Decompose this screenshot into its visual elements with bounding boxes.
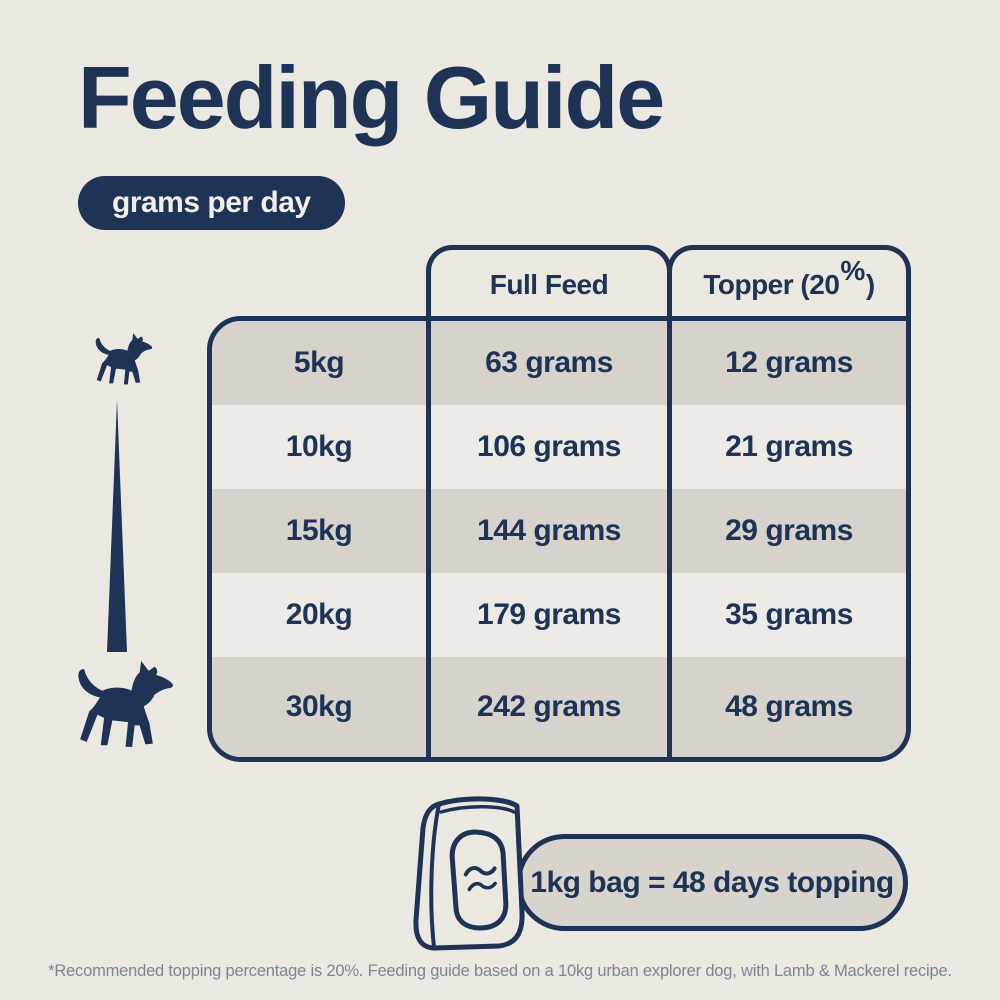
column-header-full-feed: Full Feed: [426, 245, 672, 321]
full-feed-cell: 179 grams: [426, 573, 672, 657]
topper-cell: 12 grams: [672, 321, 906, 405]
small-dog-icon: [95, 333, 153, 385]
bag-callout-label: 1kg bag = 48 days topping: [530, 865, 894, 899]
weight-cell: 10kg: [212, 405, 426, 489]
topper-header-label: Topper (20%): [703, 254, 875, 300]
topper-cell: 35 grams: [672, 573, 906, 657]
unit-badge: grams per day: [78, 176, 345, 230]
footnote-text: *Recommended topping percentage is 20%. …: [48, 962, 952, 980]
weight-cell: 30kg: [212, 657, 426, 757]
page-title: Feeding Guide: [78, 48, 665, 147]
weight-cell: 15kg: [212, 489, 426, 573]
full-feed-cell: 242 grams: [426, 657, 672, 757]
unit-badge-label: grams per day: [112, 186, 311, 219]
full-feed-cell: 63 grams: [426, 321, 672, 405]
food-bag-icon: [413, 796, 525, 951]
percent-superscript: %: [840, 254, 865, 286]
full-feed-cell: 106 grams: [426, 405, 672, 489]
weight-cell: 20kg: [212, 573, 426, 657]
bag-callout-pill: 1kg bag = 48 days topping: [516, 834, 908, 931]
weight-cell: 5kg: [212, 321, 426, 405]
feeding-table: 5kg 63 grams 12 grams 10kg 106 grams 21 …: [207, 316, 911, 762]
size-scale-wedge: [107, 400, 127, 652]
full-feed-cell: 144 grams: [426, 489, 672, 573]
full-feed-header-label: Full Feed: [489, 268, 609, 300]
topper-cell: 48 grams: [672, 657, 906, 757]
large-dog-icon: [78, 660, 173, 747]
topper-cell: 29 grams: [672, 489, 906, 573]
topper-cell: 21 grams: [672, 405, 906, 489]
column-header-topper: Topper (20%): [667, 245, 911, 321]
